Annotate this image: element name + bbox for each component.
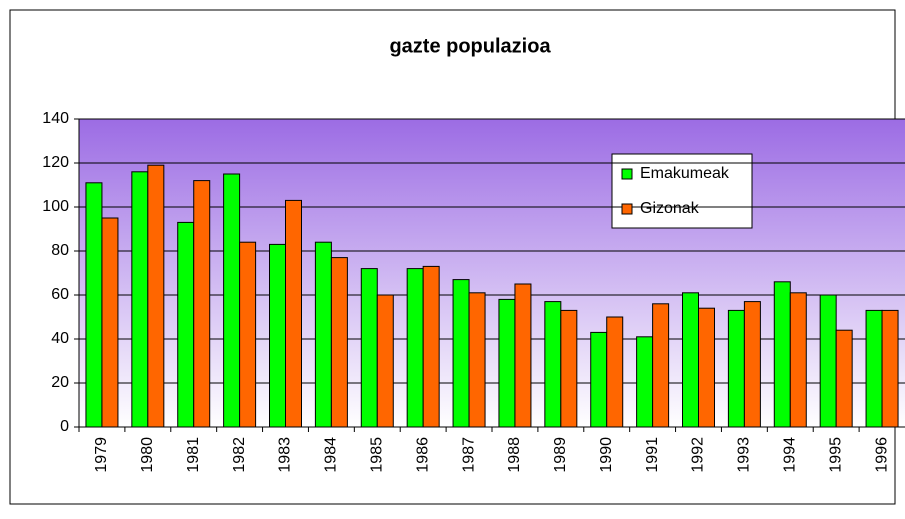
bar [422,265,440,428]
bar [223,173,241,428]
x-tick-label: 1985 [368,437,385,473]
bar [544,301,562,428]
y-tick-label: 140 [42,110,69,127]
legend-swatch [621,203,633,215]
x-tick-label: 1990 [598,437,615,473]
legend-label: Gizonak [640,200,700,217]
bar [147,164,165,428]
x-tick-label: 1982 [231,437,248,473]
bar [727,309,745,428]
bar [376,294,394,428]
bar [360,268,378,428]
x-tick-label: 1980 [139,437,156,473]
x-tick-label: 1993 [736,437,753,473]
bar [789,292,807,428]
bar [452,279,470,428]
x-tick-label: 1992 [690,437,707,473]
bar [330,257,348,428]
bar [652,303,670,428]
x-tick-label: 1979 [93,437,110,473]
plot-area [79,119,905,427]
x-tick-label: 1987 [460,437,477,473]
bar [606,316,624,428]
y-tick-label: 40 [51,330,69,347]
bar [819,294,837,428]
x-tick-label: 1995 [827,437,844,473]
bar [314,241,332,428]
chart-title: gazte populazioa [389,35,551,57]
y-tick-label: 60 [51,286,69,303]
x-tick-label: 1991 [644,437,661,473]
x-tick-label: 1994 [781,437,798,473]
bar [269,243,286,428]
x-tick-label: 1996 [873,437,890,473]
y-tick-label: 80 [51,242,69,259]
y-tick-label: 120 [42,154,69,171]
bar [239,241,257,428]
bar [636,336,654,428]
x-tick-label: 1986 [414,437,431,473]
bar [498,298,516,428]
x-tick-label: 1981 [185,437,202,473]
bar [177,221,195,428]
y-tick-label: 100 [42,198,69,215]
bar [835,329,853,428]
legend-swatch [621,168,633,180]
x-tick-label: 1983 [277,437,294,473]
bar [682,292,699,428]
x-tick-label: 1989 [552,437,569,473]
bar [406,268,424,428]
bar [743,301,761,428]
x-tick-label: 1988 [506,437,523,473]
legend-box [611,153,753,229]
bar [131,171,149,428]
bar [698,307,715,428]
bar [773,281,791,428]
bar [590,331,608,428]
bar [560,309,578,428]
bar [101,217,119,428]
legend-label: Emakumeak [640,165,730,182]
bar [865,309,883,428]
x-tick-label: 1984 [323,437,340,473]
bar [85,182,103,428]
y-tick-label: 0 [60,418,69,435]
bar [285,199,302,428]
bar [514,283,532,428]
bar [193,180,211,428]
bar [468,292,486,428]
y-tick-label: 20 [51,374,69,391]
bar [881,309,899,428]
